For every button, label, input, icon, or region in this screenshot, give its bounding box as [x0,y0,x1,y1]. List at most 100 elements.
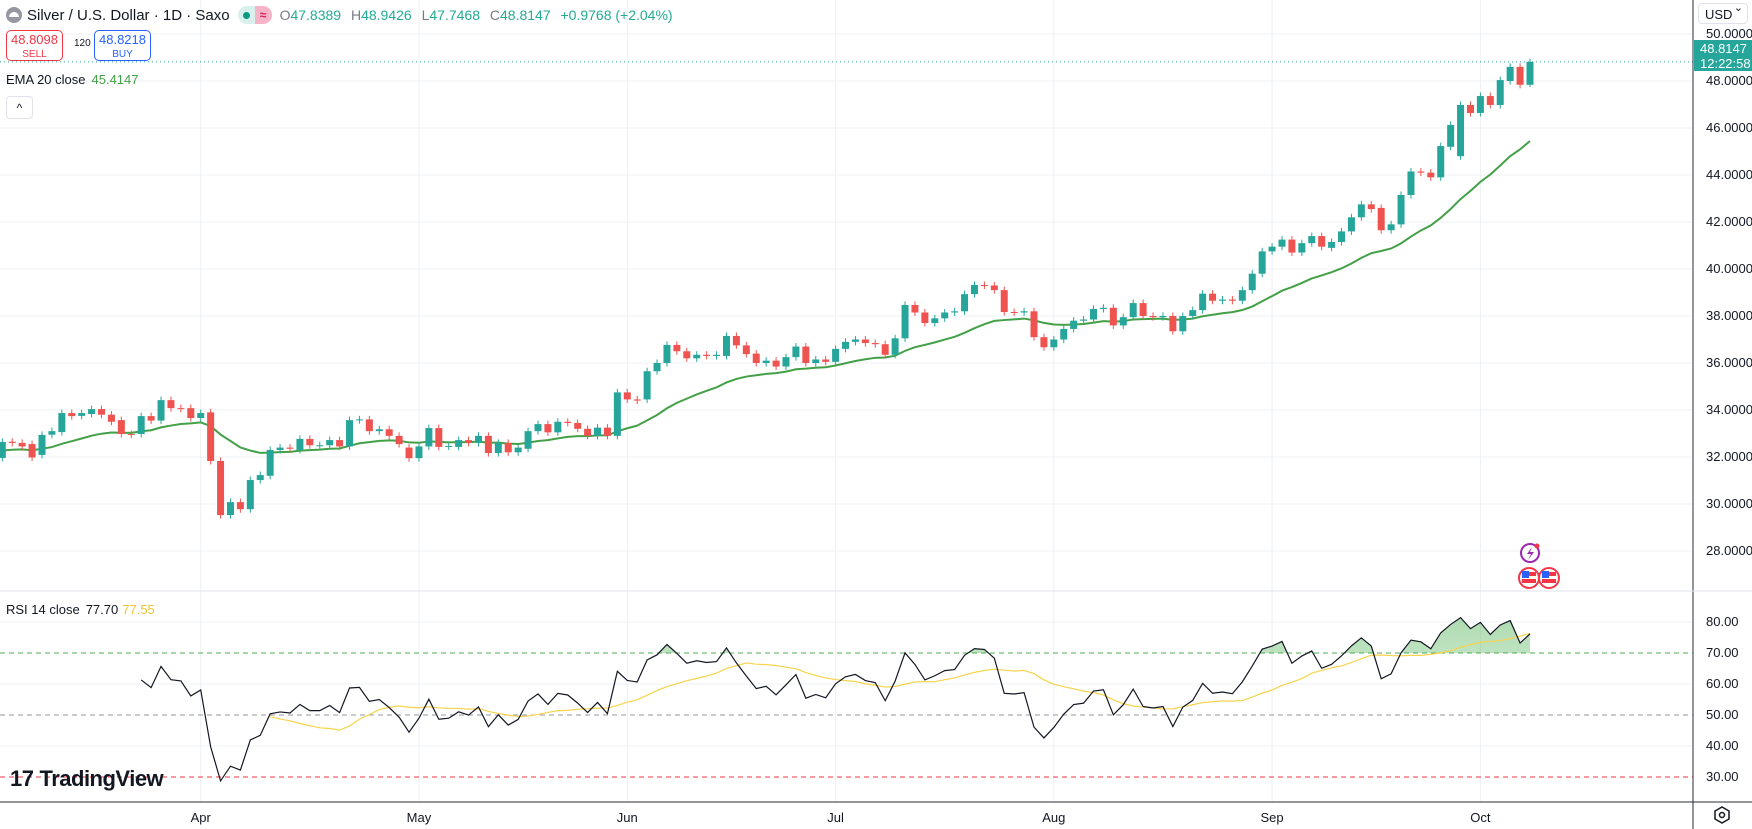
candle-body [504,442,512,453]
candle-body [673,344,681,352]
candle-body [584,428,592,436]
candle-body [425,428,433,447]
candle-body [1397,194,1405,225]
candle-body [663,344,671,363]
candle-body [157,400,165,421]
candle-body [167,400,175,409]
candle-body [58,413,66,433]
candle-body [355,419,363,421]
candle-body [842,341,850,349]
candle-body [1387,224,1395,231]
rsi-legend[interactable]: RSI 14 close 77.70 77.55 [6,602,155,617]
candle-body [405,447,413,459]
candle-body [851,339,859,342]
candle-body [117,420,125,434]
candle-body [1179,316,1187,332]
us-flag-icon[interactable] [1518,567,1540,589]
candle-body [1328,241,1336,248]
candle-body [574,422,582,429]
candle-body [1080,319,1088,321]
candle-body [484,435,492,454]
candle-body [822,359,830,362]
candle-body [1268,246,1276,252]
candle-body [1466,104,1474,113]
candle-body [465,440,473,443]
flag-canton [1542,571,1549,578]
candle-body [147,416,155,421]
candle-body [921,312,929,324]
us-flag-icon[interactable] [1538,567,1560,589]
candle-body [802,346,810,363]
candle-body [1516,66,1524,85]
symbol-title[interactable]: Silver / U.S. Dollar · 1D · Saxo [27,6,230,24]
candle-body [782,357,790,367]
candle-body [316,445,324,447]
rsi-tick-label: 40.00 [1706,738,1739,753]
price-tick-label: 36.0000 [1706,355,1752,370]
candle-body [88,409,96,414]
time-tick-label: Sep [1261,810,1284,825]
dot-icon [237,6,255,24]
rsi-tick-label: 30.00 [1706,769,1739,784]
candle-body [98,409,106,415]
candle-body [722,335,730,356]
candle-body [1109,307,1117,326]
buy-button[interactable]: 48.8218 BUY [94,30,151,61]
last-price-label: 48.8147 12:22:58 [1694,40,1752,71]
rsi-line [140,616,1531,783]
candle-body [445,445,453,447]
rsi-tick-label: 60.00 [1706,676,1739,691]
candle-body [1417,171,1425,173]
gear-icon[interactable] [1713,806,1731,824]
candle-body [534,424,542,432]
collapse-legend-button[interactable]: ^ [6,96,33,119]
candle-body [1238,290,1246,301]
candle-body [435,428,443,447]
ema-legend[interactable]: EMA 20 close 45.4147 [6,72,139,87]
candle-body [961,294,969,312]
candle-body [732,335,740,346]
candle-body [494,442,502,454]
candle-body [812,359,820,363]
candle-body [1119,317,1127,326]
candle-body [703,354,711,356]
candle-body [1357,204,1365,218]
notification-dot [1534,543,1540,549]
candle-body [832,348,840,362]
candle-body [941,312,949,319]
candle-body [336,440,344,447]
candle-body [177,408,185,410]
price-tick-label: 38.0000 [1706,308,1752,323]
status-pill[interactable]: ≈ [237,6,272,24]
candle-body [187,408,195,418]
candle-body [891,338,899,355]
candle-body [554,421,562,433]
candle-body [1020,311,1028,313]
sell-button[interactable]: 48.8098 SELL [6,30,63,61]
wave-icon: ≈ [254,6,272,24]
price-tick-label: 48.0000 [1706,73,1752,88]
candle-body [603,427,611,436]
ema-line [2,140,1531,454]
candle-body [970,284,978,295]
currency-dropdown[interactable]: USD [1698,0,1748,24]
candle-body [28,444,36,458]
candle-body [1457,104,1465,157]
candle-body [901,304,909,339]
rsi-tick-label: 80.00 [1706,614,1739,629]
candles [0,58,1693,519]
tradingview-logo[interactable]: 17 TradingView [10,766,164,791]
price-tick-label: 42.0000 [1706,214,1752,229]
candle-body [1050,339,1058,348]
candle-body [217,460,225,516]
candle-body [524,431,532,449]
lightning-icon[interactable] [1520,543,1540,563]
candle-body [1040,337,1048,348]
time-tick-label: Apr [191,810,212,825]
candle-body [137,416,145,434]
candle-body [365,419,373,432]
candle-body [1129,303,1137,318]
price-tick-label: 50.0000 [1706,26,1752,41]
candle-body [395,435,403,445]
